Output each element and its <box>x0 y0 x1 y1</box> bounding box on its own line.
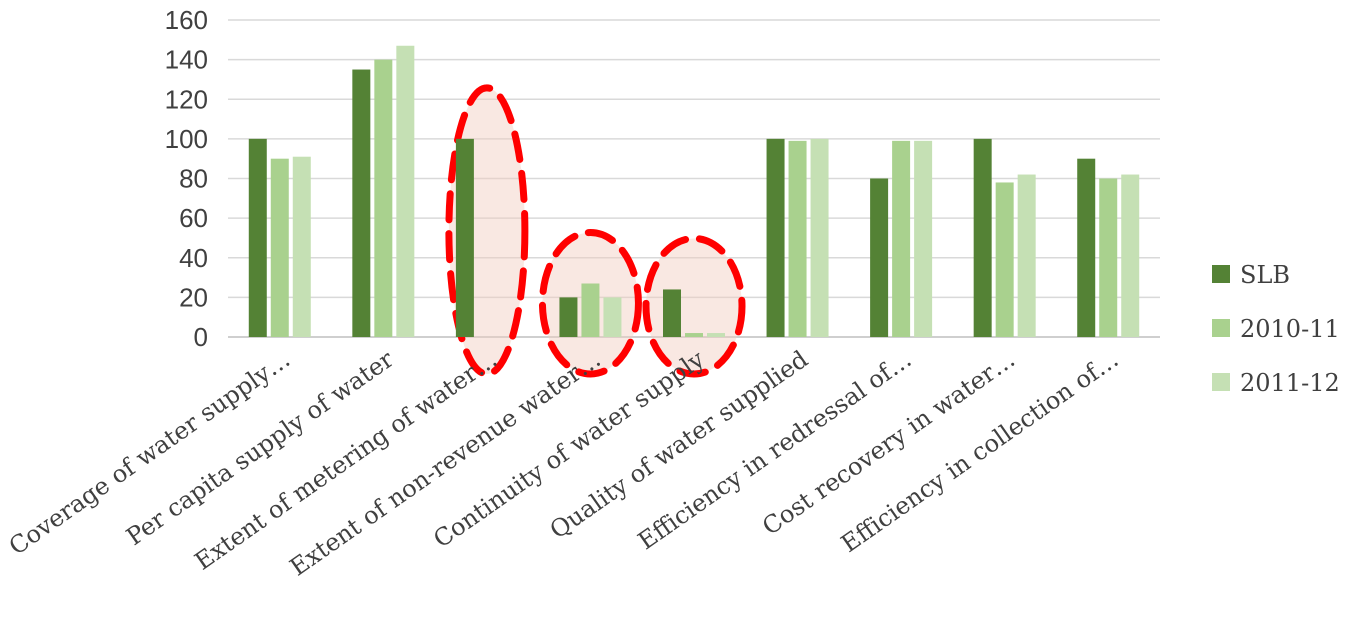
legend-swatch <box>1212 319 1230 337</box>
bar <box>352 69 371 337</box>
bar <box>914 140 933 337</box>
y-tick-label: 40 <box>179 243 208 273</box>
bar <box>248 138 267 337</box>
y-tick-label: 140 <box>165 45 208 75</box>
bar <box>455 138 474 337</box>
bar <box>973 138 992 337</box>
y-tick-label: 0 <box>194 322 208 352</box>
legend-label: 2010-11 <box>1240 315 1340 343</box>
bar <box>1077 158 1096 337</box>
bar <box>603 297 622 337</box>
y-tick-label: 60 <box>179 203 208 233</box>
y-tick-label: 120 <box>165 84 208 114</box>
bar <box>788 140 807 337</box>
bar <box>810 138 829 337</box>
x-axis-category-labels: Coverage of water supply…Per capita supp… <box>4 345 1124 582</box>
bar <box>892 140 911 337</box>
bar <box>292 156 311 337</box>
bar <box>270 158 289 337</box>
bar <box>685 333 703 337</box>
legend-label: 2011-12 <box>1240 369 1340 397</box>
y-tick-label: 80 <box>179 164 208 194</box>
bar <box>1017 174 1036 337</box>
bar <box>374 59 393 337</box>
bar <box>559 297 578 337</box>
y-axis-ticks: 0 20 40 60 80 100 120 140 160 <box>165 5 208 352</box>
bar <box>396 45 415 337</box>
bar <box>1099 178 1118 337</box>
y-tick-label: 100 <box>165 124 208 154</box>
highlight-ellipse <box>642 234 746 378</box>
bar <box>870 178 889 337</box>
legend: SLB 2010-11 2011-12 <box>1212 261 1340 397</box>
legend-swatch <box>1212 265 1230 283</box>
legend-swatch <box>1212 373 1230 391</box>
bar <box>995 182 1014 337</box>
y-tick-label: 20 <box>179 282 208 312</box>
y-tick-label: 160 <box>165 5 208 35</box>
bar <box>1121 174 1140 337</box>
bars <box>248 45 1140 337</box>
legend-label: SLB <box>1240 261 1290 289</box>
bar <box>766 138 785 337</box>
bar <box>663 289 681 337</box>
bar <box>581 283 600 337</box>
bar <box>707 333 725 337</box>
